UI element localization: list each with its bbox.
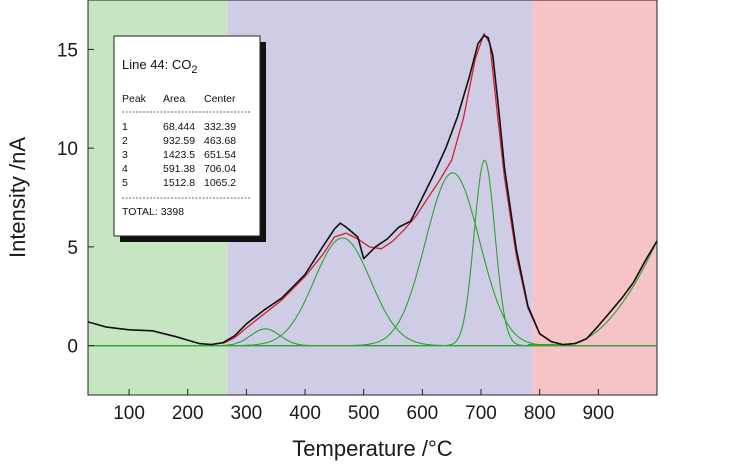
y-tick-label-5: 5 [67,238,78,259]
legend-row-5-col-1: 5 [122,177,128,189]
plot-frame [87,0,658,396]
legend-row-1-col-2: 68.444 [163,121,195,133]
x-tick-label-200: 200 [172,403,204,424]
region-3 [532,0,657,395]
component-peak-5 [527,241,657,346]
legend-title: Line 44: CO2 [122,57,198,76]
y-tick-label-10: 10 [57,139,78,160]
legend-col-area: Area [163,93,185,105]
series-lines [87,32,658,346]
legend-row-2-col-3: 463.68 [204,135,236,147]
x-tick-label-600: 600 [407,403,439,424]
legend-title-subscript: 2 [191,64,197,76]
x-tick-label-900: 900 [582,403,614,424]
legend-row-4-col-2: 591.38 [163,163,195,175]
component-peak-4 [88,159,657,347]
legend-row-5-col-2: 1512.8 [163,177,195,189]
legend-box: Line 44: CO2 Peak Area Center 1 68.444 332… [113,35,266,242]
legend-row-2-col-1: 2 [122,135,128,147]
legend-col-peak: Peak [122,93,147,105]
legend-col-center: Center [204,93,236,105]
legend-title-prefix: Line 44: CO [122,57,191,72]
legend-row-1-col-3: 332.39 [204,121,236,133]
legend-rows: 1 68.444 332.39 2 932.59 463.68 3 1423.5 651.54 4… [122,121,236,189]
legend-row-5-col-3: 1065.2 [204,177,236,189]
legend-row-4-col-3: 706.04 [204,163,236,175]
legend-row-3-col-3: 651.54 [204,149,236,161]
x-tick-label-800: 800 [524,403,556,424]
series-line-measured [87,34,658,346]
y-axis-ticks: 0 5 10 15 [57,40,94,358]
legend-row-4-col-1: 4 [122,163,128,175]
legend-row-2-col-2: 932.59 [163,135,195,147]
legend-row-3-col-1: 3 [122,149,128,161]
x-tick-label-400: 400 [289,403,321,424]
legend-row-3-col-2: 1423.5 [163,149,195,161]
y-axis-title: Intensity /nA [5,137,30,258]
y-tick-label-15: 15 [57,40,78,61]
x-tick-label-500: 500 [348,403,380,424]
plot-area [87,0,658,396]
x-tick-label-300: 300 [231,403,263,424]
x-tick-label-700: 700 [465,403,497,424]
legend-row-1-col-1: 1 [122,121,128,133]
x-tick-label-100: 100 [113,403,145,424]
y-tick-label-0: 0 [67,337,78,358]
legend-background [113,35,261,237]
component-peaks [88,159,657,347]
region-2 [227,0,533,395]
x-axis-title: Temperature /°C [292,436,453,461]
legend-total: TOTAL: 3398 [122,206,184,218]
x-axis-ticks: 100 200 300 400 500 600 700 800 900 [113,389,614,424]
